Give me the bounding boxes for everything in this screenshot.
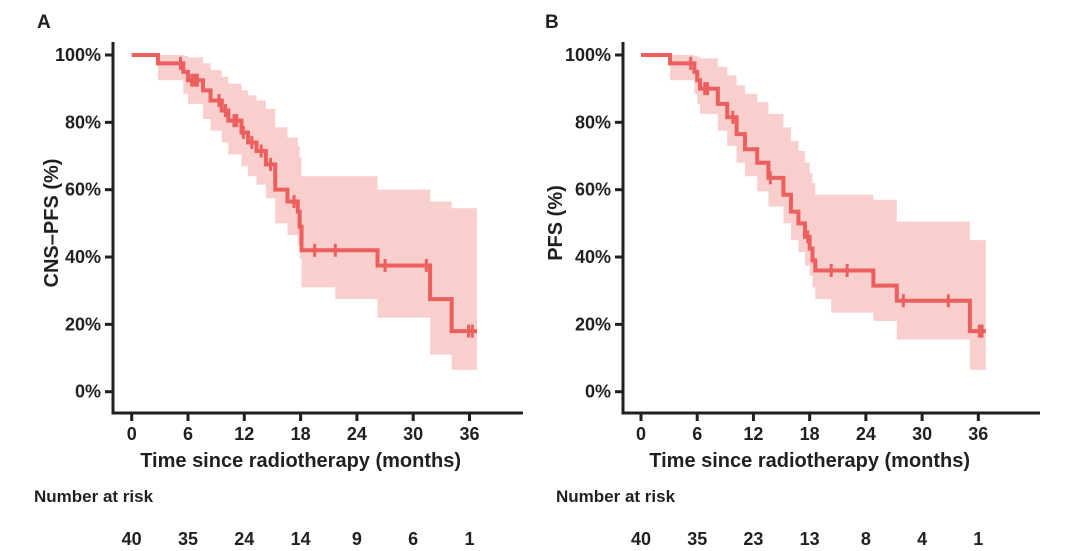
y-tick-label: 0% — [585, 382, 611, 402]
x-tick-label: 18 — [800, 424, 820, 444]
y-tick-label: 40% — [65, 247, 101, 267]
x-tick-label: 30 — [403, 424, 423, 444]
x-tick-label: 6 — [183, 424, 193, 444]
risk-value: 13 — [800, 529, 820, 549]
risk-value: 6 — [408, 529, 418, 549]
panel-a-cns-pfs-chart: 0% 20% 40% 60% 80% 100% 0 6 12 18 24 30 36 Time since… — [34, 12, 523, 549]
y-tick-label: 100% — [55, 45, 101, 65]
y-tick-label: 80% — [575, 112, 611, 132]
risk-value: 23 — [743, 529, 763, 549]
risk-value: 35 — [178, 529, 198, 549]
x-tick-label: 18 — [291, 424, 311, 444]
y-tick-label: 80% — [65, 112, 101, 132]
risk-value: 1 — [464, 529, 474, 549]
km-curve — [641, 53, 986, 334]
axes — [621, 42, 1040, 415]
risk-value: 14 — [291, 529, 311, 549]
x-tick-label: 36 — [459, 424, 479, 444]
risk-value: 4 — [917, 529, 927, 549]
x-axis-title: Time since radiotherapy (months) — [140, 450, 461, 472]
x-axis-title: Time since radiotherapy (months) — [649, 450, 970, 472]
confidence-band — [157, 55, 477, 370]
risk-value: 24 — [234, 529, 254, 549]
x-tick-label: 0 — [127, 424, 137, 444]
y-tick-label: 100% — [565, 45, 611, 65]
risk-value: 8 — [861, 529, 871, 549]
y-tick-label: 60% — [65, 180, 101, 200]
risk-table-label: Number at risk — [34, 487, 154, 506]
x-tick-label: 30 — [912, 424, 932, 444]
x-tick-label: 12 — [743, 424, 763, 444]
y-tick-label: 0% — [75, 382, 101, 402]
y-tick-label: 40% — [575, 247, 611, 267]
panel-label: A — [37, 12, 51, 33]
risk-value: 35 — [687, 529, 707, 549]
y-tick-label: 20% — [575, 314, 611, 334]
axes — [111, 42, 523, 415]
x-tick-label: 24 — [347, 424, 367, 444]
x-tick-label: 24 — [856, 424, 876, 444]
risk-value: 9 — [352, 529, 362, 549]
x-tick-label: 12 — [234, 424, 254, 444]
y-axis-title: CNS–PFS (%) — [41, 159, 63, 288]
confidence-band — [670, 55, 986, 370]
y-axis-title: PFS (%) — [545, 185, 567, 261]
y-tick-label: 20% — [65, 314, 101, 334]
risk-value: 40 — [122, 529, 142, 549]
x-tick-label: 6 — [692, 424, 702, 444]
risk-table-label: Number at risk — [556, 487, 676, 506]
panel-label: B — [545, 12, 559, 33]
x-tick-label: 36 — [968, 424, 988, 444]
risk-value: 40 — [631, 529, 651, 549]
y-tick-label: 60% — [575, 180, 611, 200]
x-tick-label: 0 — [636, 424, 646, 444]
risk-value: 1 — [973, 529, 983, 549]
